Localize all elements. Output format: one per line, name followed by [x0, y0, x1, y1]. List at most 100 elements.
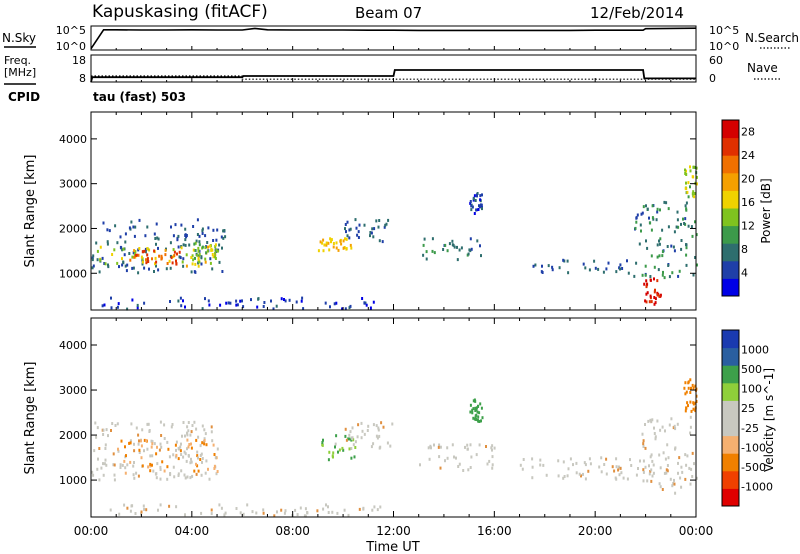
scatter-cell	[102, 221, 105, 225]
scatter-cell	[649, 296, 652, 300]
scatter-cell	[457, 465, 460, 468]
scatter-cell	[532, 264, 535, 268]
scatter-cell	[653, 302, 656, 306]
scatter-cell	[137, 433, 140, 437]
scatter-cell	[345, 438, 348, 442]
scatter-cell	[143, 449, 145, 453]
scatter-cell	[680, 222, 682, 226]
scatter-cell	[681, 470, 684, 474]
scatter-cell	[437, 445, 440, 449]
scatter-cell	[157, 246, 159, 250]
scatter-cell	[683, 222, 686, 225]
date-title: 12/Feb/2014	[590, 4, 684, 22]
velocity-panel-bg	[91, 318, 696, 517]
scatter-cell	[607, 261, 610, 265]
scatter-cell	[146, 247, 149, 251]
scatter-cell	[303, 514, 306, 518]
scatter-cell	[166, 465, 169, 469]
scatter-cell	[138, 448, 141, 452]
scatter-cell	[327, 511, 330, 514]
scatter-cell	[391, 422, 394, 426]
scatter-cell	[157, 508, 159, 512]
scatter-cell	[201, 457, 204, 460]
scatter-cell	[384, 223, 387, 227]
scatter-cell	[472, 197, 475, 201]
scatter-cell	[182, 257, 185, 261]
scatter-cell	[653, 290, 656, 294]
scatter-cell	[197, 435, 200, 439]
scatter-cell	[476, 418, 479, 422]
scatter-cell	[137, 474, 140, 478]
scatter-cell	[481, 207, 483, 211]
scatter-cell	[539, 463, 542, 467]
scatter-cell	[644, 446, 647, 450]
scatter-cell	[478, 420, 481, 423]
scatter-cell	[197, 249, 200, 253]
scatter-cell	[670, 244, 673, 248]
scatter-cell	[189, 461, 192, 465]
scatter-cell	[210, 425, 213, 429]
scatter-cell	[159, 420, 162, 424]
scatter-cell	[218, 503, 221, 507]
scatter-cell	[144, 234, 147, 238]
scatter-cell	[190, 457, 192, 461]
scatter-cell	[694, 409, 697, 413]
scatter-cell	[198, 253, 201, 256]
scatter-cell	[357, 236, 360, 239]
scatter-cell	[131, 255, 134, 259]
scatter-cell	[156, 462, 159, 466]
scatter-cell	[214, 253, 217, 257]
scatter-cell	[184, 513, 186, 517]
scatter-cell	[689, 391, 692, 394]
x-tick-label: 12:00	[376, 524, 411, 538]
scatter-cell	[613, 469, 616, 473]
scatter-cell	[197, 469, 200, 473]
scatter-cell	[151, 257, 153, 261]
scatter-cell	[215, 248, 218, 252]
scatter-cell	[557, 459, 560, 463]
scatter-cell	[221, 270, 224, 273]
scatter-cell	[349, 243, 352, 247]
velocity-colorbar-tick: -500	[741, 461, 766, 474]
scatter-cell	[469, 201, 472, 205]
scatter-cell	[106, 228, 109, 232]
scatter-cell	[179, 445, 182, 449]
scatter-cell	[676, 218, 679, 222]
x-tick-label: 08:00	[275, 524, 310, 538]
scatter-cell	[635, 473, 638, 477]
scatter-cell	[141, 428, 144, 432]
scatter-cell	[262, 508, 265, 512]
scatter-cell	[650, 420, 653, 424]
scatter-cell	[658, 453, 661, 457]
scatter-cell	[342, 246, 345, 250]
scatter-cell	[644, 264, 647, 268]
scatter-cell	[431, 249, 434, 253]
velocity-colorbar-segment	[722, 488, 739, 507]
scatter-cell	[100, 466, 103, 470]
scatter-cell	[223, 513, 226, 517]
scatter-cell	[119, 466, 122, 469]
scatter-cell	[246, 503, 249, 507]
scatter-cell	[301, 296, 304, 300]
scatter-cell	[474, 409, 477, 412]
scatter-cell	[350, 447, 353, 450]
power-colorbar-tick: 8	[741, 243, 748, 256]
scatter-cell	[220, 506, 223, 510]
scatter-cell	[369, 306, 372, 310]
velocity-x-axis-label: Time UT	[365, 540, 419, 554]
scatter-cell	[470, 247, 473, 251]
scatter-cell	[659, 466, 662, 470]
scatter-cell	[642, 445, 645, 448]
scatter-cell	[656, 255, 659, 259]
scatter-cell	[376, 436, 379, 440]
scatter-cell	[659, 237, 662, 241]
scatter-cell	[687, 181, 690, 185]
scatter-cell	[425, 257, 428, 261]
scatter-cell	[339, 239, 342, 243]
velocity-colorbar-tick: -1000	[741, 480, 773, 493]
scatter-cell	[182, 455, 185, 459]
scatter-cell	[175, 448, 177, 452]
scatter-cell	[663, 200, 666, 204]
scatter-cell	[173, 254, 176, 257]
